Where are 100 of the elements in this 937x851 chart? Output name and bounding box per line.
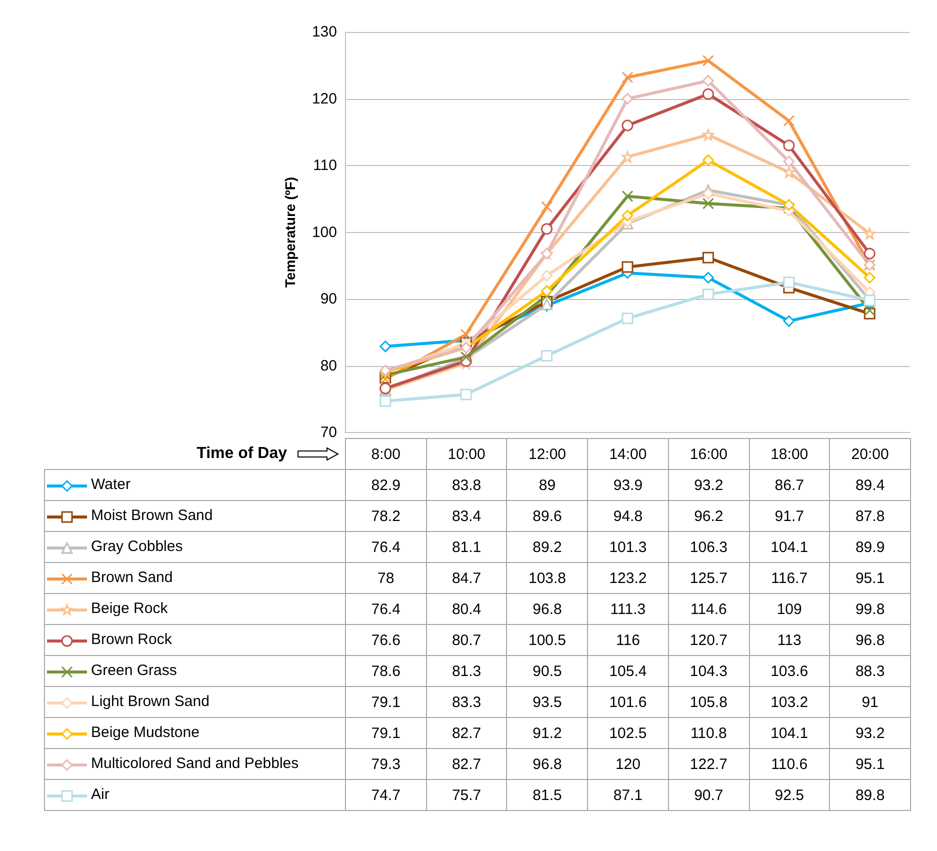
data-label: 84.7 — [426, 562, 507, 594]
x-tick-label: 20:00 — [830, 438, 910, 470]
data-label: 96.8 — [830, 624, 910, 656]
data-label: 89.2 — [506, 532, 588, 562]
data-label: 75.7 — [426, 780, 507, 810]
data-label: 114.6 — [668, 594, 750, 624]
data-label: 116 — [588, 624, 668, 656]
data-label: 105.4 — [588, 656, 668, 686]
data-label: 111.3 — [588, 594, 668, 624]
data-label: 104.1 — [749, 532, 830, 562]
data-label: 78.2 — [346, 500, 426, 532]
data-label: 79.3 — [346, 748, 426, 780]
y-tick-label: 90 — [320, 290, 337, 308]
data-label: 78 — [346, 562, 426, 594]
data-label: 99.8 — [830, 594, 910, 624]
x-tick-label: 14:00 — [588, 438, 668, 470]
y-axis-title: Temperature (ºF) — [282, 176, 298, 288]
data-label: 81.1 — [426, 532, 507, 562]
data-label: 83.8 — [426, 470, 507, 500]
data-label: 87.8 — [830, 500, 910, 532]
data-label: 101.6 — [588, 686, 668, 718]
data-label: 82.7 — [426, 748, 507, 780]
data-label: 110.8 — [668, 718, 750, 748]
legend-label: Air — [91, 786, 110, 804]
x-tick-label: 12:00 — [506, 438, 588, 470]
data-label: 80.4 — [426, 594, 507, 624]
data-label: 103.2 — [749, 686, 830, 718]
data-label: 91.2 — [506, 718, 588, 748]
data-label: 89.9 — [830, 532, 910, 562]
x-tick-label: 16:00 — [668, 438, 750, 470]
data-label: 104.1 — [749, 718, 830, 748]
data-label: 89.6 — [506, 500, 588, 532]
data-label: 87.1 — [588, 780, 668, 810]
data-label: 90.5 — [506, 656, 588, 686]
legend-label: Gray Cobbles — [91, 538, 183, 556]
data-label: 105.8 — [668, 686, 750, 718]
data-label: 76.4 — [346, 594, 426, 624]
data-label: 92.5 — [749, 780, 830, 810]
data-label: 81.3 — [426, 656, 507, 686]
y-tick-label: 70 — [320, 424, 337, 441]
data-label: 74.7 — [346, 780, 426, 810]
data-label: 83.3 — [426, 686, 507, 718]
data-label: 95.1 — [830, 562, 910, 594]
data-label: 83.4 — [426, 500, 507, 532]
data-label: 96.8 — [506, 594, 588, 624]
data-label: 125.7 — [668, 562, 750, 594]
data-label: 109 — [749, 594, 830, 624]
legend-label: Water — [91, 476, 130, 494]
legend-label: Beige Rock — [91, 600, 168, 618]
legend-label: Light Brown Sand — [91, 693, 210, 710]
x-tick-label: 8:00 — [346, 438, 426, 470]
data-label: 100.5 — [506, 624, 588, 656]
data-label: 103.6 — [749, 656, 830, 686]
data-label: 89.4 — [830, 470, 910, 500]
legend-label: Beige Mudstone — [91, 724, 200, 742]
data-label: 96.8 — [506, 748, 588, 780]
data-label: 89.8 — [830, 780, 910, 810]
data-label: 96.2 — [668, 500, 750, 532]
data-label: 78.6 — [346, 656, 426, 686]
data-label: 116.7 — [749, 562, 830, 594]
data-label: 93.9 — [588, 470, 668, 500]
data-label: 76.6 — [346, 624, 426, 656]
y-tick-label: 110 — [313, 157, 337, 174]
data-label: 86.7 — [749, 470, 830, 500]
legend-label: Brown Rock — [91, 631, 172, 648]
data-label: 122.7 — [668, 748, 750, 780]
x-tick-label: 10:00 — [426, 438, 507, 470]
y-tick-label: 130 — [312, 24, 337, 40]
y-tick-label: 80 — [320, 357, 337, 374]
data-label: 91.7 — [749, 500, 830, 532]
data-label: 102.5 — [588, 718, 668, 748]
legend-label: Moist Brown Sand — [91, 507, 213, 524]
data-label: 79.1 — [346, 718, 426, 748]
data-label: 89 — [506, 470, 588, 500]
data-label: 79.1 — [346, 686, 426, 718]
data-label: 80.7 — [426, 624, 507, 656]
data-label: 106.3 — [668, 532, 750, 562]
data-label: 103.8 — [506, 562, 588, 594]
data-label: 104.3 — [668, 656, 750, 686]
data-label: 93.5 — [506, 686, 588, 718]
legend-label: Brown Sand — [91, 569, 173, 586]
data-label: 101.3 — [588, 532, 668, 562]
data-label: 76.4 — [346, 532, 426, 562]
data-label: 123.2 — [588, 562, 668, 594]
x-tick-label: 18:00 — [749, 438, 830, 470]
data-label: 82.9 — [346, 470, 426, 500]
data-label: 93.2 — [830, 718, 910, 748]
data-label: 81.5 — [506, 780, 588, 810]
y-tick-label: 100 — [312, 224, 337, 241]
data-label: 110.6 — [749, 748, 830, 780]
data-label: 113 — [749, 624, 830, 656]
legend-label: Multicolored Sand and Pebbles — [91, 755, 299, 772]
data-label: 90.7 — [668, 780, 750, 810]
data-label: 91 — [830, 686, 910, 718]
legend-label: Green Grass — [91, 662, 177, 680]
y-tick-label: 120 — [312, 90, 337, 108]
data-label: 93.2 — [668, 470, 750, 500]
data-label: 82.7 — [426, 718, 507, 748]
data-label: 95.1 — [830, 748, 910, 780]
x-axis-title: Time of Day — [196, 444, 287, 462]
